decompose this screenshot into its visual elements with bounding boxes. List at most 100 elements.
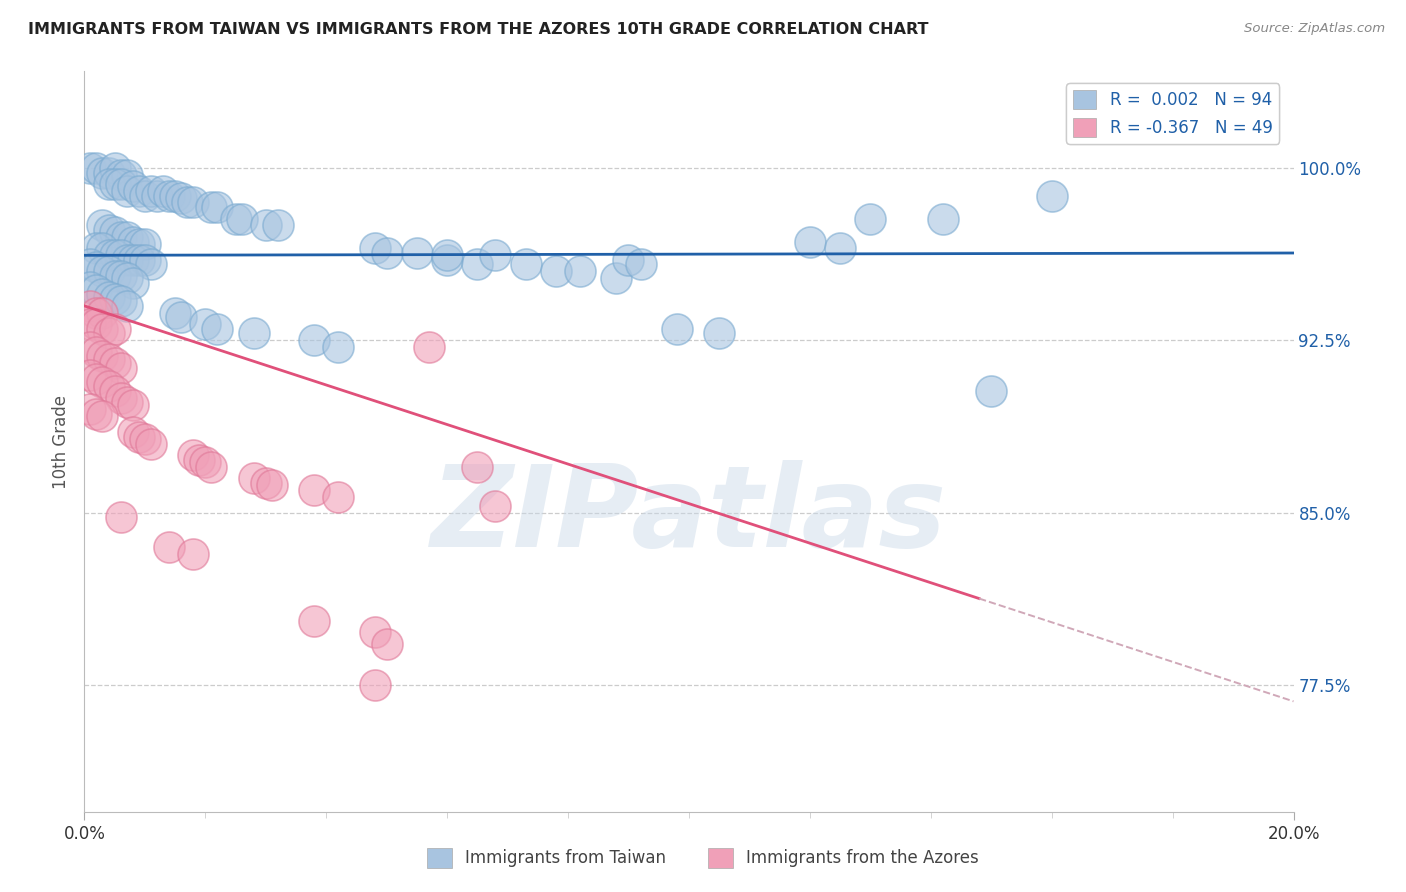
- Point: [200, 459, 222, 474]
- Text: ZIPatlas: ZIPatlas: [430, 460, 948, 571]
- Point: [484, 248, 506, 262]
- Point: [181, 195, 204, 210]
- Point: [97, 248, 120, 262]
- Point: [97, 290, 120, 304]
- Point: [86, 241, 108, 255]
- Point: [188, 453, 211, 467]
- Point: [121, 179, 143, 194]
- Point: [91, 409, 114, 424]
- Point: [267, 219, 290, 233]
- Point: [79, 318, 101, 332]
- Point: [363, 241, 385, 255]
- Point: [134, 432, 156, 446]
- Point: [110, 177, 132, 191]
- Point: [302, 334, 325, 348]
- Point: [328, 340, 350, 354]
- Point: [165, 306, 187, 320]
- Point: [121, 398, 143, 412]
- Point: [830, 241, 852, 255]
- Point: [97, 326, 120, 341]
- Point: [110, 361, 132, 376]
- Point: [157, 541, 180, 555]
- Point: [242, 326, 264, 341]
- Point: [980, 384, 1002, 398]
- Point: [121, 276, 143, 290]
- Point: [128, 236, 150, 251]
- Point: [207, 200, 229, 214]
- Point: [799, 235, 821, 249]
- Point: [139, 258, 162, 272]
- Point: [709, 326, 731, 341]
- Point: [484, 499, 506, 513]
- Legend: R =  0.002   N = 94, R = -0.367   N = 49: R = 0.002 N = 94, R = -0.367 N = 49: [1066, 83, 1279, 144]
- Point: [115, 252, 138, 267]
- Point: [617, 252, 640, 267]
- Point: [115, 299, 138, 313]
- Point: [86, 306, 108, 320]
- Point: [104, 225, 127, 239]
- Point: [363, 625, 385, 640]
- Point: [79, 280, 101, 294]
- Point: [139, 184, 162, 198]
- Point: [97, 379, 120, 393]
- Point: [97, 177, 120, 191]
- Point: [79, 161, 101, 175]
- Point: [515, 258, 537, 272]
- Point: [104, 177, 127, 191]
- Point: [104, 268, 127, 283]
- Point: [79, 368, 101, 382]
- Point: [242, 471, 264, 485]
- Point: [467, 258, 489, 272]
- Point: [194, 455, 217, 469]
- Point: [181, 448, 204, 462]
- Point: [630, 258, 652, 272]
- Point: [115, 395, 138, 409]
- Point: [86, 283, 108, 297]
- Point: [128, 252, 150, 267]
- Point: [115, 184, 138, 198]
- Point: [91, 165, 114, 179]
- Point: [418, 340, 440, 354]
- Point: [91, 219, 114, 233]
- Point: [86, 161, 108, 175]
- Point: [110, 391, 132, 405]
- Point: [91, 306, 114, 320]
- Point: [932, 211, 955, 226]
- Text: IMMIGRANTS FROM TAIWAN VS IMMIGRANTS FROM THE AZORES 10TH GRADE CORRELATION CHAR: IMMIGRANTS FROM TAIWAN VS IMMIGRANTS FRO…: [28, 22, 928, 37]
- Point: [79, 340, 101, 354]
- Point: [79, 402, 101, 417]
- Point: [110, 168, 132, 182]
- Point: [97, 223, 120, 237]
- Point: [134, 252, 156, 267]
- Point: [254, 219, 277, 233]
- Point: [170, 191, 193, 205]
- Point: [91, 375, 114, 389]
- Point: [104, 356, 127, 370]
- Point: [110, 248, 132, 262]
- Point: [121, 235, 143, 249]
- Point: [91, 241, 114, 255]
- Point: [302, 614, 325, 628]
- Point: [605, 271, 627, 285]
- Point: [79, 299, 101, 313]
- Point: [157, 188, 180, 202]
- Point: [569, 264, 592, 278]
- Point: [225, 211, 247, 226]
- Point: [110, 294, 132, 309]
- Point: [859, 211, 882, 226]
- Point: [91, 350, 114, 364]
- Point: [86, 344, 108, 359]
- Point: [86, 260, 108, 274]
- Point: [176, 195, 198, 210]
- Point: [97, 165, 120, 179]
- Point: [91, 264, 114, 278]
- Point: [110, 230, 132, 244]
- Point: [207, 322, 229, 336]
- Point: [152, 184, 174, 198]
- Point: [328, 490, 350, 504]
- Point: [121, 252, 143, 267]
- Point: [231, 211, 253, 226]
- Point: [110, 268, 132, 283]
- Point: [104, 248, 127, 262]
- Point: [406, 246, 429, 260]
